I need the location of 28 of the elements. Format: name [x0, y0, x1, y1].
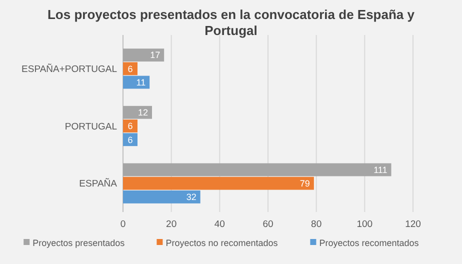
data-label: 17 — [150, 50, 160, 60]
x-tick-label: 20 — [166, 219, 177, 230]
chart-title: Los proyectos presentados en la convocatoria de España y Portugal — [47, 7, 416, 38]
data-label: 11 — [136, 77, 146, 88]
legend-label: Proyectos presentados — [32, 238, 126, 248]
y-tick-label: ESPAÑA+PORTUGAL — [22, 62, 117, 75]
x-tick-label: 0 — [120, 219, 126, 230]
data-label: 32 — [186, 192, 196, 202]
bar — [123, 48, 164, 62]
legend-label: Proyectos no recomentados — [166, 238, 278, 248]
x-tick-label: 60 — [262, 219, 274, 230]
data-label: 12 — [138, 108, 148, 118]
bar — [123, 176, 314, 190]
x-tick-label: 100 — [356, 219, 373, 230]
bar — [123, 190, 200, 204]
y-tick-label: ESPAÑA — [79, 178, 118, 190]
data-label: 6 — [128, 64, 133, 74]
x-tick-label: 40 — [214, 219, 225, 230]
legend-label: Proyectos recomentados — [319, 238, 420, 248]
data-label: 6 — [128, 121, 133, 132]
data-label: 79 — [300, 178, 310, 188]
data-label: 111 — [374, 164, 388, 175]
x-tick-label: 120 — [405, 219, 421, 230]
y-tick-label: PORTUGAL — [64, 121, 117, 132]
data-label: 6 — [128, 134, 133, 145]
bar — [123, 106, 152, 119]
bar — [123, 163, 392, 176]
x-tick-label: 80 — [311, 219, 322, 230]
